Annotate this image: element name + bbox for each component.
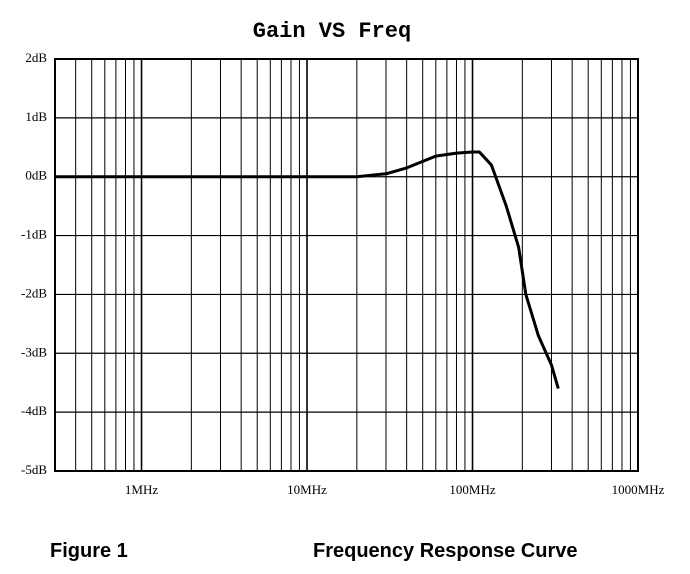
y-tick-label: -2dB [21, 285, 47, 300]
x-tick-label: 1000MHz [612, 482, 665, 497]
caption: Frequency Response Curve [313, 540, 578, 562]
y-tick-label: 0dB [25, 168, 47, 183]
y-tick-label: -1dB [21, 227, 47, 242]
y-tick-label: -4dB [21, 403, 47, 418]
data-line [55, 150, 560, 390]
x-tick-label: 10MHz [287, 482, 327, 497]
y-tick-label: 2dB [25, 50, 47, 65]
figure-label: Figure 1 [50, 540, 128, 562]
y-tick-label: 1dB [25, 109, 47, 124]
x-tick-label: 100MHz [449, 482, 495, 497]
x-tick-label: 1MHz [125, 482, 158, 497]
chart-title: Gain VS Freq [253, 19, 411, 44]
y-tick-label: -5dB [21, 462, 47, 477]
y-tick-label: -3dB [21, 344, 47, 359]
plot-frame [54, 58, 639, 472]
